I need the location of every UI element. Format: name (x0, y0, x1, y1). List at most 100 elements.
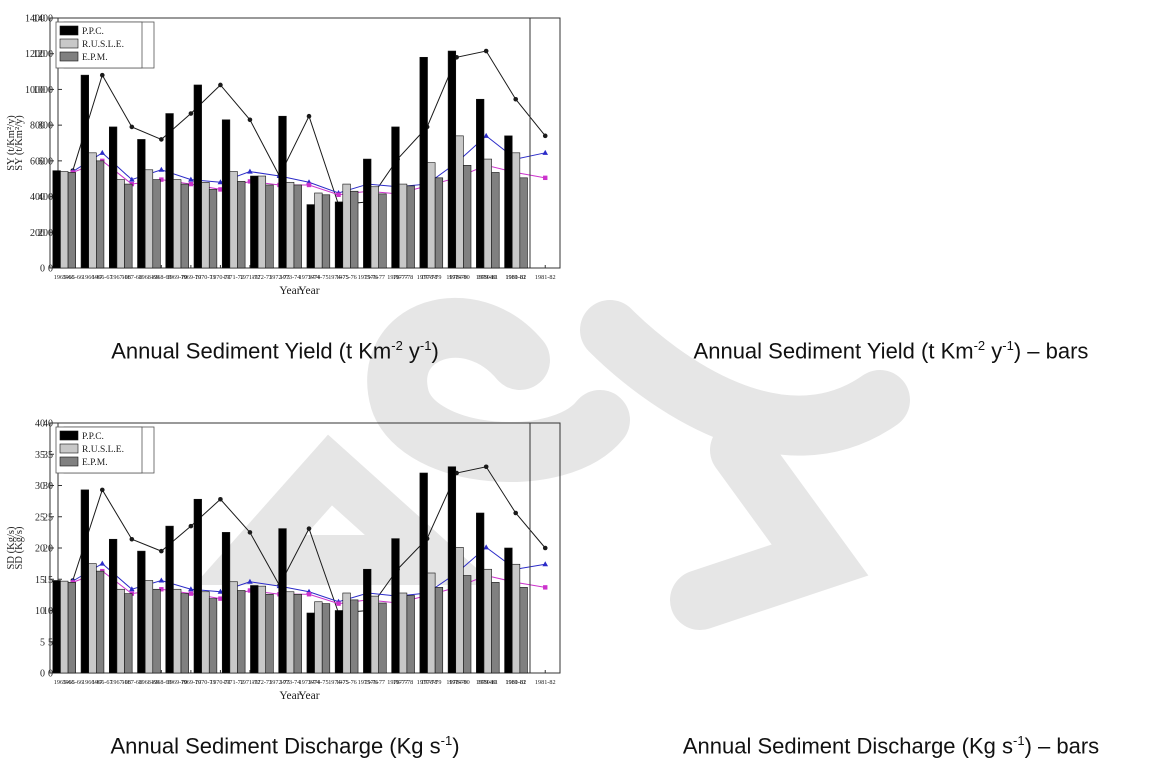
data-point (129, 536, 135, 542)
bar (370, 186, 379, 269)
data-point (188, 591, 194, 596)
data-point (159, 548, 164, 554)
x-tick-label: 1981-82 (506, 274, 527, 281)
x-tick-label: 1965-66 (62, 274, 83, 281)
x-tick-label: 1965-66 (54, 274, 75, 281)
bar (237, 590, 246, 674)
y-tick-label: 25 (35, 512, 45, 523)
bar (519, 177, 528, 269)
bar (52, 170, 61, 269)
bar (378, 602, 387, 674)
x-tick-label: 1967-68 (110, 679, 131, 686)
x-tick-label: 1973-74 (280, 274, 301, 281)
data-point (483, 544, 489, 550)
bar (378, 193, 387, 269)
caption-2-mid: y (985, 338, 1003, 364)
x-tick-label: 1976-77 (364, 274, 385, 281)
bar (491, 582, 500, 674)
data-point (159, 177, 164, 182)
y-tick-label: 15 (35, 575, 45, 586)
bar (314, 192, 323, 269)
bar (406, 185, 415, 269)
x-tick-label: 1965-66 (54, 679, 75, 686)
caption-4: Annual Sediment Discharge (Kg s-1) – bar… (632, 733, 1150, 759)
data-point (159, 137, 164, 142)
caption-2-text: Annual Sediment Yield (t Km (693, 338, 974, 364)
bar (447, 466, 457, 674)
y-tick-label: 400 (30, 192, 45, 203)
bar (511, 152, 521, 269)
bar (321, 603, 331, 674)
bar (221, 119, 231, 269)
y-tick-label: 15 (43, 575, 53, 586)
bar (434, 177, 444, 269)
x-tick-label: 1974-75 (308, 274, 329, 281)
x-tick-label: 1969-70 (167, 274, 188, 281)
legend-swatch (59, 443, 79, 454)
bar (180, 183, 189, 269)
x-tick-label: 1975-76 (358, 679, 379, 686)
bar (96, 570, 105, 674)
y-axis-label: SD (Kg/s) (6, 526, 17, 569)
bar (350, 190, 359, 269)
caption-1: Annual Sediment Yield (t Km-2 y-1) (40, 338, 510, 364)
y-tick-label: 0 (48, 669, 53, 680)
x-tick-label: 1968-69 (139, 274, 160, 281)
x-tick-label: 1981-82 (506, 679, 527, 686)
x-axis-label: Year (298, 285, 319, 297)
y-tick-label: 30 (43, 481, 53, 492)
y-tick-label: 1400 (33, 14, 53, 25)
bar (193, 84, 202, 269)
x-tick-label: 1969-70 (167, 679, 188, 686)
bar (173, 179, 182, 269)
bar (455, 135, 464, 269)
legend-swatch (59, 38, 79, 49)
bar (67, 172, 76, 269)
bar (237, 181, 246, 269)
bar (293, 184, 302, 269)
y-tick-label: 10 (43, 606, 53, 617)
data-point (217, 179, 224, 185)
y-tick-label: 400 (38, 192, 53, 203)
x-axis-label: Year (279, 690, 300, 702)
bar (306, 612, 315, 674)
data-point (247, 530, 253, 535)
x-tick-label: 1978-79 (421, 274, 442, 281)
x-tick-label: 1971-72 (240, 679, 261, 686)
y-tick-label: 5 (40, 637, 45, 648)
bar (201, 181, 210, 269)
x-tick-label: 1980-81 (477, 679, 498, 686)
bar (406, 595, 415, 674)
bar (419, 56, 428, 269)
bar (427, 572, 436, 674)
caption-4-text: Annual Sediment Discharge (Kg s (682, 733, 1013, 759)
bar (419, 472, 428, 674)
bar (476, 512, 485, 674)
y-tick-label: 40 (43, 419, 53, 430)
bar (208, 598, 218, 674)
x-tick-label: 1979-80 (476, 679, 497, 686)
data-point (159, 587, 164, 592)
caption-2-tail: ) – bars (1013, 338, 1089, 364)
bar (144, 580, 154, 674)
x-tick-label: 1967-68 (122, 679, 143, 686)
data-point (99, 149, 106, 155)
x-tick-label: 1979-80 (449, 274, 470, 281)
bar (455, 547, 464, 674)
y-tick-label: 0 (40, 669, 45, 680)
bar (398, 183, 408, 269)
bar (108, 126, 118, 269)
x-tick-label: 1966-67 (82, 274, 103, 281)
data-point (543, 175, 548, 181)
bar (88, 563, 97, 674)
x-tick-label: 1975-76 (336, 679, 357, 686)
bar (152, 588, 161, 674)
data-point (99, 72, 105, 78)
bar (363, 568, 372, 674)
data-point (247, 588, 253, 593)
caption-2: Annual Sediment Yield (t Km-2 y-1) – bar… (632, 338, 1150, 364)
x-tick-label: 1977-78 (393, 274, 414, 281)
data-point (188, 586, 194, 592)
x-tick-label: 1981-82 (535, 274, 556, 281)
caption-3-text: Annual Sediment Discharge (Kg s (110, 733, 441, 759)
